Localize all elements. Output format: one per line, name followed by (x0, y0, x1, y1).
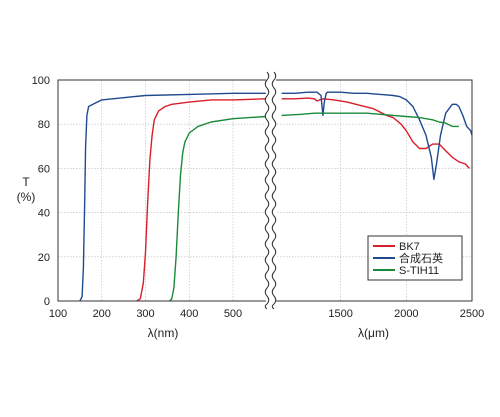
break-wave-left (264, 71, 270, 310)
x-tick-label: 400 (180, 308, 198, 320)
series-line-left-0 (136, 98, 266, 302)
y-axis-label-line1: T (22, 175, 30, 189)
break-gap (266, 71, 276, 310)
break-wave-right (271, 71, 277, 310)
x-tick-label: 300 (136, 308, 154, 320)
y-axis-label-line2: (%) (17, 190, 36, 204)
x-tick-label: 2500 (460, 308, 484, 320)
y-tick-label: 40 (38, 208, 50, 220)
legend-label-1: 合成石英 (399, 251, 443, 265)
legend-label-0: BK7 (399, 241, 420, 253)
series-line-left-2 (169, 115, 266, 302)
x-axis-label-right: λ(μm) (358, 326, 389, 340)
series-line-right-2 (281, 112, 459, 128)
y-tick-label: 60 (38, 163, 50, 175)
x-tick-label: 100 (49, 308, 67, 320)
grid-lines (58, 80, 472, 301)
y-tick-label: 80 (38, 119, 50, 131)
y-tick-label: 20 (38, 252, 50, 264)
x-axis-label-left: λ(nm) (148, 326, 179, 340)
x-tick-label: 200 (93, 308, 111, 320)
x-tick-label: 500 (224, 308, 242, 320)
x-tick-label: 2000 (394, 308, 418, 320)
series-layer (79, 91, 473, 302)
y-tick-label: 0 (44, 296, 50, 308)
x-tick-labels: 100 200 300 400 500 1500 2000 2500 (49, 308, 484, 320)
plot-frame (57, 79, 473, 302)
series-line-left-1 (79, 92, 266, 302)
y-tick-label: 100 (32, 75, 50, 87)
legend-label-2: S-TIH11 (399, 265, 439, 277)
series-line-right-1 (281, 91, 473, 181)
axis-break (264, 71, 277, 310)
x-tick-label: 1500 (328, 308, 352, 320)
series-line-right-0 (281, 97, 470, 169)
y-tick-labels: 0 20 40 60 80 100 (32, 75, 50, 308)
